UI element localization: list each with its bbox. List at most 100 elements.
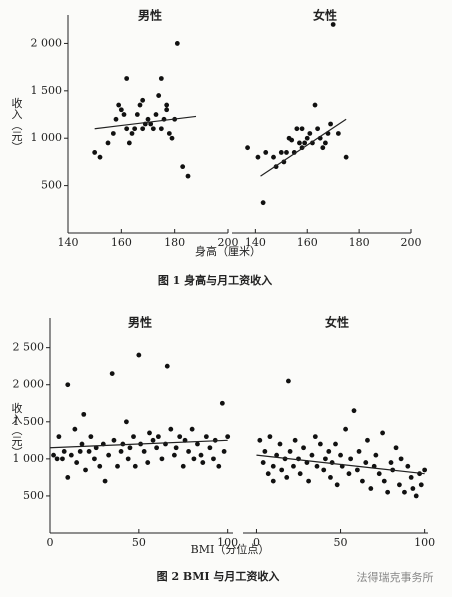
point: [65, 474, 71, 480]
point: [328, 121, 333, 127]
point: [343, 426, 348, 432]
point: [312, 102, 318, 108]
point: [413, 493, 419, 499]
y-axis-label: 收入（元）: [10, 401, 23, 457]
point: [115, 463, 120, 469]
x-tick-label: 100: [414, 536, 435, 549]
point: [92, 456, 97, 462]
point: [284, 474, 290, 480]
point: [121, 112, 127, 117]
point: [200, 460, 206, 465]
point: [72, 426, 78, 432]
x-tick-label: 0: [47, 536, 54, 549]
point: [77, 449, 83, 454]
point: [255, 154, 261, 160]
point: [388, 460, 394, 465]
point: [260, 200, 266, 206]
point: [65, 382, 71, 388]
point: [320, 145, 326, 151]
x-tick-label: 200: [401, 236, 422, 249]
x-tick-label: 140: [58, 236, 79, 249]
point: [299, 126, 305, 132]
x-tick-label: 50: [334, 536, 348, 549]
point: [125, 456, 131, 462]
point: [277, 441, 283, 447]
point: [257, 437, 263, 443]
y-tick-label: 1 000: [13, 452, 45, 465]
point: [150, 437, 156, 443]
point: [164, 102, 170, 108]
point: [191, 456, 197, 462]
point: [405, 463, 411, 469]
point: [195, 441, 200, 447]
point: [126, 140, 132, 146]
point: [97, 463, 103, 469]
x-tick-label: 100: [217, 536, 238, 549]
y-tick-label: 1 500: [13, 415, 45, 428]
point: [169, 135, 175, 141]
point: [168, 426, 174, 432]
point: [322, 140, 328, 146]
point: [335, 131, 341, 136]
point: [309, 452, 315, 458]
point: [278, 150, 284, 155]
point: [198, 452, 204, 458]
y-tick-label: 500: [23, 489, 44, 502]
x-tick-label: 180: [164, 236, 185, 249]
point: [323, 456, 328, 462]
point: [111, 437, 117, 443]
point: [106, 452, 112, 458]
point: [267, 434, 273, 440]
trend-line: [49, 439, 228, 449]
point: [376, 471, 382, 477]
point: [334, 482, 340, 488]
point: [291, 463, 296, 469]
point: [270, 478, 276, 484]
point: [140, 97, 146, 103]
point: [81, 411, 87, 417]
point: [297, 471, 303, 477]
point: [92, 150, 98, 155]
point: [346, 471, 352, 477]
point: [155, 434, 161, 440]
point: [173, 445, 179, 451]
point: [148, 121, 154, 127]
point: [360, 478, 365, 484]
point: [351, 408, 357, 414]
point: [88, 434, 94, 440]
point: [262, 449, 268, 454]
point: [56, 434, 62, 440]
point: [317, 441, 323, 447]
point: [164, 107, 170, 113]
point: [271, 154, 276, 160]
point: [105, 140, 111, 146]
point: [51, 452, 56, 458]
point: [286, 378, 291, 384]
point: [356, 449, 362, 454]
point: [131, 434, 136, 440]
point: [326, 449, 332, 454]
point: [410, 486, 416, 491]
point: [189, 426, 195, 432]
point: [381, 478, 387, 484]
point: [279, 467, 285, 473]
point: [158, 76, 164, 81]
point: [207, 445, 213, 451]
point: [314, 463, 320, 469]
point: [292, 437, 298, 443]
x-tick-label: 0: [253, 536, 260, 549]
trend-line: [256, 454, 425, 475]
point: [245, 145, 250, 151]
point: [330, 22, 336, 27]
point: [315, 126, 321, 132]
point: [153, 112, 159, 117]
point: [129, 131, 135, 136]
point: [363, 460, 369, 465]
point: [402, 489, 407, 495]
x-tick-label: 160: [111, 236, 132, 249]
y-tick-label: 2 000: [13, 378, 45, 391]
point: [159, 456, 165, 462]
point: [274, 452, 280, 458]
point: [385, 489, 391, 495]
